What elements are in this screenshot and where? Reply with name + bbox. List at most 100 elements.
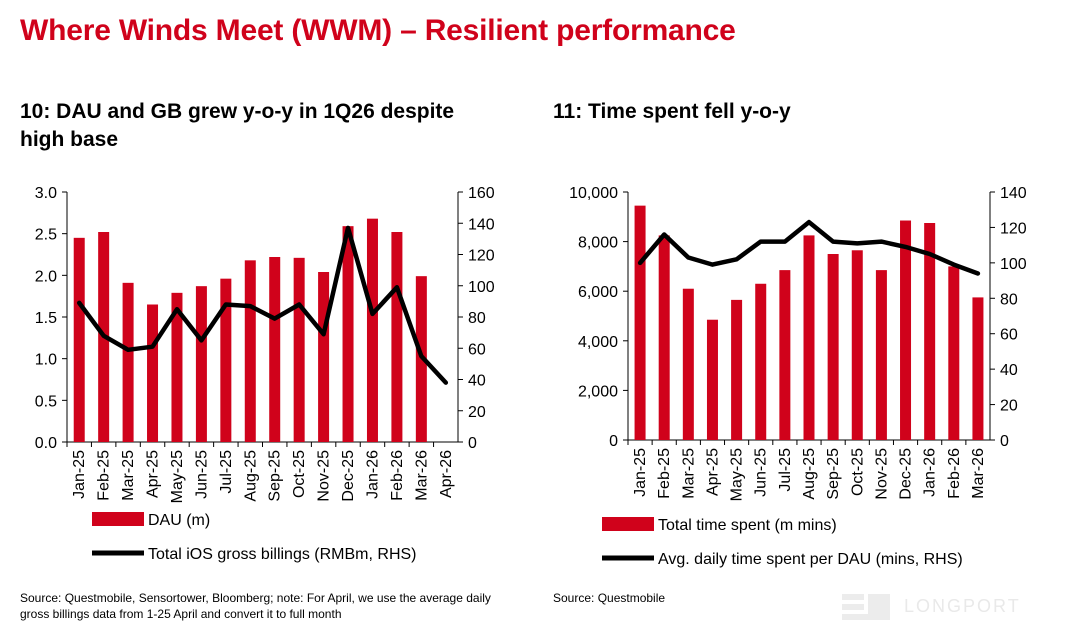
chart1-x-tick-label: Nov-25 bbox=[316, 450, 333, 502]
chart2-right-tick-label: 140 bbox=[1000, 185, 1027, 202]
chart1-right-tick-label: 120 bbox=[468, 248, 495, 265]
chart1-bar bbox=[147, 304, 159, 442]
chart1-right-tick-label: 20 bbox=[468, 404, 486, 421]
chart1-x-tick-label: Jun-25 bbox=[193, 450, 210, 499]
chart2-bar bbox=[803, 235, 815, 440]
chart1-bar bbox=[122, 282, 134, 442]
chart1-x-tick-label: Mar-26 bbox=[413, 450, 430, 501]
chart2-left-tick-label: 0 bbox=[609, 433, 618, 450]
chart2-x-tick-label: Mar-26 bbox=[970, 448, 987, 499]
chart2-bar bbox=[924, 223, 936, 440]
chart1-legend-line-label: Total iOS gross billings (RMBm, RHS) bbox=[148, 546, 417, 563]
chart2-x-tick-label: Dec-25 bbox=[898, 448, 915, 500]
chart-source-right: Source: Questmobile bbox=[553, 591, 666, 605]
chart2-x-tick-label: Jul-25 bbox=[777, 448, 794, 492]
chart2-legend-line-label: Avg. daily time spent per DAU (mins, RHS… bbox=[658, 551, 963, 568]
chart1-x-tick-label: Dec-25 bbox=[340, 450, 357, 502]
chart2-x-tick-label: Apr-25 bbox=[704, 448, 721, 496]
chart-source-left: Source: Questmobile, Sensortower, Bloomb… bbox=[20, 591, 491, 621]
chart2-bar bbox=[900, 220, 912, 440]
chart2-x-tick-label: Jan-25 bbox=[632, 448, 649, 497]
chart1-right-tick-label: 140 bbox=[468, 216, 495, 233]
chart1-bar bbox=[293, 257, 305, 442]
chart1-right-tick-label: 0 bbox=[468, 435, 477, 452]
chart2-bar bbox=[755, 283, 767, 440]
chart1-left-tick-label: 0.5 bbox=[35, 393, 57, 410]
chart2-bar bbox=[731, 299, 743, 440]
chart1-x-tick-label: Feb-25 bbox=[96, 450, 113, 501]
chart1-bar bbox=[391, 232, 403, 442]
chart2-x-tick-label: Aug-25 bbox=[801, 448, 818, 500]
chart1-x-tick-label: Aug-25 bbox=[242, 450, 259, 502]
chart2-left-tick-label: 4,000 bbox=[578, 334, 618, 351]
chart2-legend-bar-label: Total time spent (m mins) bbox=[658, 517, 837, 534]
chart2-bar bbox=[634, 205, 646, 440]
chart2-right-tick-label: 100 bbox=[1000, 256, 1027, 273]
chart2-right-tick-label: 80 bbox=[1000, 291, 1018, 308]
chart1-x-tick-label: Apr-26 bbox=[438, 450, 455, 498]
chart2-x-tick-label: May-25 bbox=[729, 448, 746, 501]
chart2-x-tick-label: Jan-26 bbox=[922, 448, 939, 497]
chart1-bar bbox=[366, 218, 378, 442]
chart1-bar bbox=[342, 226, 354, 442]
chart1-bar bbox=[171, 292, 183, 442]
chart1-left-tick-label: 0.0 bbox=[35, 435, 57, 452]
chart1-bar bbox=[318, 272, 330, 442]
chart2-x-tick-label: Jun-25 bbox=[753, 448, 770, 497]
chart2-right-tick-label: 40 bbox=[1000, 362, 1018, 379]
longport-logo-icon bbox=[842, 594, 890, 620]
chart1-x-tick-label: Mar-25 bbox=[120, 450, 137, 501]
chart1-bar bbox=[244, 260, 256, 442]
chart1-x-tick-label: Sep-25 bbox=[267, 450, 284, 502]
chart2-left-tick-label: 2,000 bbox=[578, 383, 618, 400]
chart1-bar bbox=[269, 257, 281, 442]
chart1-x-tick-label: Jan-26 bbox=[364, 450, 381, 499]
chart1-left-tick-label: 1.5 bbox=[35, 310, 57, 327]
chart1-left-tick-label: 2.5 bbox=[35, 227, 57, 244]
chart1-x-tick-label: Jan-25 bbox=[71, 450, 88, 499]
chart1-x-tick-label: Jul-25 bbox=[218, 450, 235, 494]
chart-title-time-spent: 11: Time spent fell y-o-y bbox=[553, 100, 791, 123]
chart1-right-tick-label: 100 bbox=[468, 279, 495, 296]
chart2-bar bbox=[948, 266, 960, 440]
chart2-x-tick-label: Oct-25 bbox=[849, 448, 866, 496]
chart2-x-tick-label: Sep-25 bbox=[825, 448, 842, 500]
page-title: Where Winds Meet (WWM) – Resilient perfo… bbox=[20, 14, 736, 47]
chart2-right-tick-label: 0 bbox=[1000, 433, 1009, 450]
chart2-x-tick-label: Feb-26 bbox=[946, 448, 963, 499]
chart2-bar bbox=[658, 235, 670, 440]
chart2-x-tick-label: Nov-25 bbox=[873, 448, 890, 500]
chart1-line-series bbox=[76, 225, 449, 385]
chart1-legend-bar-label: DAU (m) bbox=[148, 512, 210, 529]
chart1-left-tick-label: 2.0 bbox=[35, 268, 57, 285]
chart1-right-tick-label: 40 bbox=[468, 373, 486, 390]
chart2-bar bbox=[682, 288, 694, 440]
chart2-legend-bar-swatch bbox=[602, 517, 654, 531]
chart1-x-tick-label: Oct-25 bbox=[291, 450, 308, 498]
chart2-right-tick-label: 60 bbox=[1000, 327, 1018, 344]
chart2-left-tick-label: 6,000 bbox=[578, 284, 618, 301]
chart1-right-tick-label: 160 bbox=[468, 185, 495, 202]
chart1-right-tick-label: 60 bbox=[468, 341, 486, 358]
chart1-x-tick-label: Apr-25 bbox=[145, 450, 162, 498]
chart1-left-tick-label: 3.0 bbox=[35, 185, 57, 202]
chart1-x-tick-label: May-25 bbox=[169, 450, 186, 503]
chart2-left-tick-label: 8,000 bbox=[578, 235, 618, 252]
chart2-bar bbox=[875, 270, 887, 440]
chart2-right-tick-label: 120 bbox=[1000, 220, 1027, 237]
chart1-bar bbox=[73, 237, 85, 442]
watermark-text: LONGPORT bbox=[904, 596, 1021, 616]
chart1-bar bbox=[220, 278, 232, 442]
chart2-x-tick-label: Mar-25 bbox=[680, 448, 697, 499]
chart1-x-tick-label: Feb-26 bbox=[389, 450, 406, 501]
chart2-bar bbox=[851, 250, 863, 440]
chart2-bar bbox=[972, 297, 984, 440]
chart2-bar bbox=[706, 319, 718, 440]
chart2-bar bbox=[779, 270, 791, 440]
chart-title-dau-gb: 10: DAU and GB grew y-o-y in 1Q26 despit… bbox=[20, 100, 455, 151]
chart1-legend-bar-swatch bbox=[92, 512, 144, 526]
chart2-left-tick-label: 10,000 bbox=[569, 185, 618, 202]
chart2-bar bbox=[827, 254, 839, 440]
chart1-bar bbox=[195, 286, 207, 442]
